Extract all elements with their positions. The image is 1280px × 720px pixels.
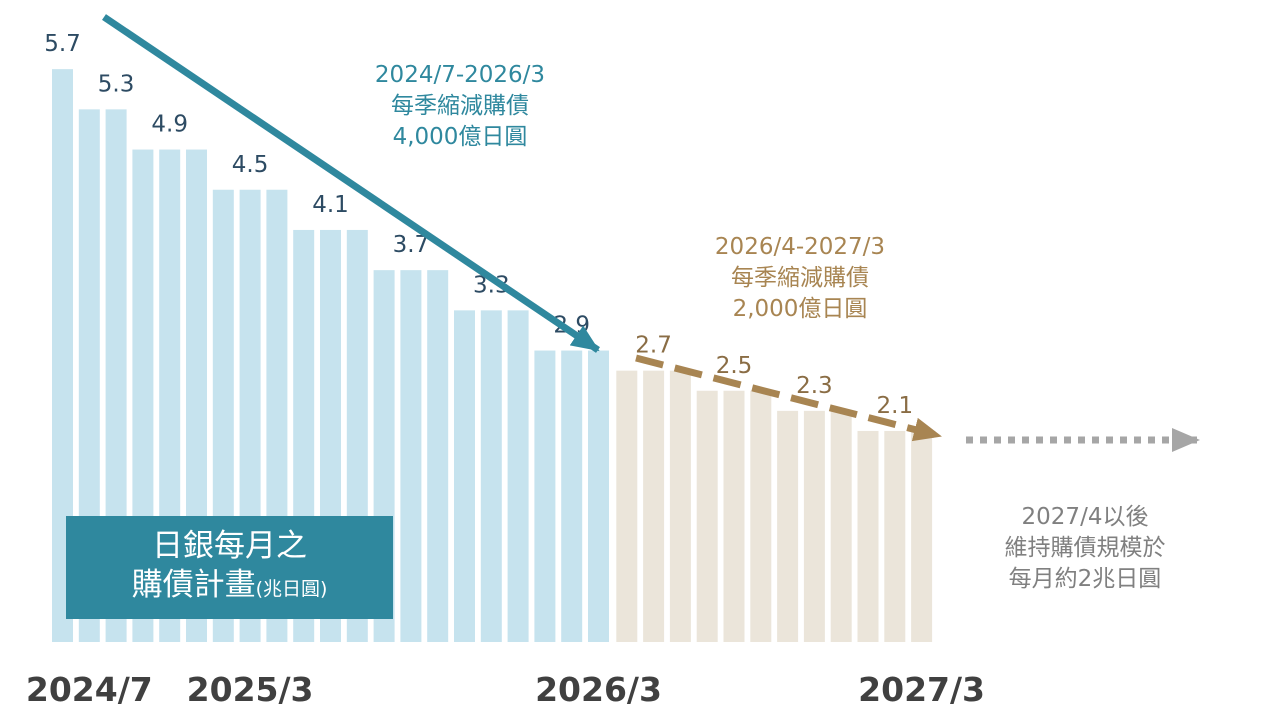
bar — [669, 370, 691, 642]
bar — [400, 270, 422, 642]
bar — [480, 310, 502, 642]
phase3-annotation: 2027/4以後 維持購債規模於 每月約2兆日圓 — [1004, 504, 1166, 592]
data-label: 4.9 — [151, 112, 188, 138]
bar — [507, 310, 529, 642]
bar — [777, 410, 799, 642]
data-label: 5.7 — [44, 31, 81, 57]
bar — [830, 410, 852, 642]
data-label: 2.3 — [796, 373, 833, 399]
bar — [534, 350, 556, 642]
bar — [723, 390, 745, 642]
bar — [696, 390, 718, 642]
chart-title-box: 日銀每月之 購債計畫(兆日圓) — [66, 516, 393, 619]
data-label: 4.1 — [312, 192, 349, 218]
bar — [561, 350, 583, 642]
bar — [884, 430, 906, 642]
x-tick-label: 2026/3 — [535, 670, 662, 709]
bar — [105, 109, 127, 643]
chart-unit: (兆日圓) — [255, 578, 328, 600]
x-tick-labels-group: 2024/7 2025/3 2026/3 2027/3 — [26, 670, 985, 709]
data-label: 4.5 — [232, 152, 269, 178]
bar — [616, 370, 638, 642]
data-label: 2.1 — [877, 393, 914, 419]
x-tick-label: 2027/3 — [858, 670, 985, 709]
x-tick-label: 2025/3 — [187, 670, 314, 709]
bar — [803, 410, 825, 642]
phase2-annotation: 2026/4-2027/3 每季縮減購債 2,000億日圓 — [714, 234, 886, 322]
bar — [643, 370, 665, 642]
chart-title-line2: 購債計畫(兆日圓) — [66, 564, 393, 610]
phase1-annotation: 2024/7-2026/3 每季縮減購債 4,000億日圓 — [374, 62, 546, 150]
value-labels-group: 5.75.34.94.54.13.73.32.92.72.52.32.1 — [44, 31, 913, 419]
data-label: 2.5 — [716, 353, 753, 379]
phase2-trend-arrow — [635, 354, 942, 442]
data-label: 2.7 — [635, 333, 672, 359]
chart-title-line1: 日銀每月之 — [152, 528, 307, 564]
bar — [588, 350, 609, 642]
bar — [427, 270, 449, 642]
x-tick-label: 2024/7 — [26, 670, 153, 709]
chart-title-line2-text: 購債計畫 — [131, 567, 256, 603]
data-label: 3.7 — [393, 232, 430, 258]
bar — [857, 430, 879, 642]
data-label: 5.3 — [98, 71, 135, 97]
bar — [78, 109, 100, 643]
bar — [750, 390, 772, 642]
phase1-trend-arrow — [102, 14, 600, 353]
bar — [454, 310, 475, 642]
bar — [52, 69, 73, 642]
bar — [911, 430, 933, 642]
